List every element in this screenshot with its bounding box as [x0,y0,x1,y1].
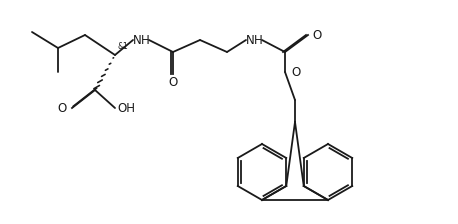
Text: O: O [291,65,300,78]
Text: H: H [141,34,149,47]
Text: O: O [169,76,178,89]
Text: O: O [312,28,321,41]
Text: N: N [133,34,142,47]
Text: H: H [254,34,262,47]
Text: O: O [58,101,67,114]
Text: OH: OH [117,101,135,114]
Text: &1: &1 [118,42,129,51]
Text: N: N [245,34,254,47]
